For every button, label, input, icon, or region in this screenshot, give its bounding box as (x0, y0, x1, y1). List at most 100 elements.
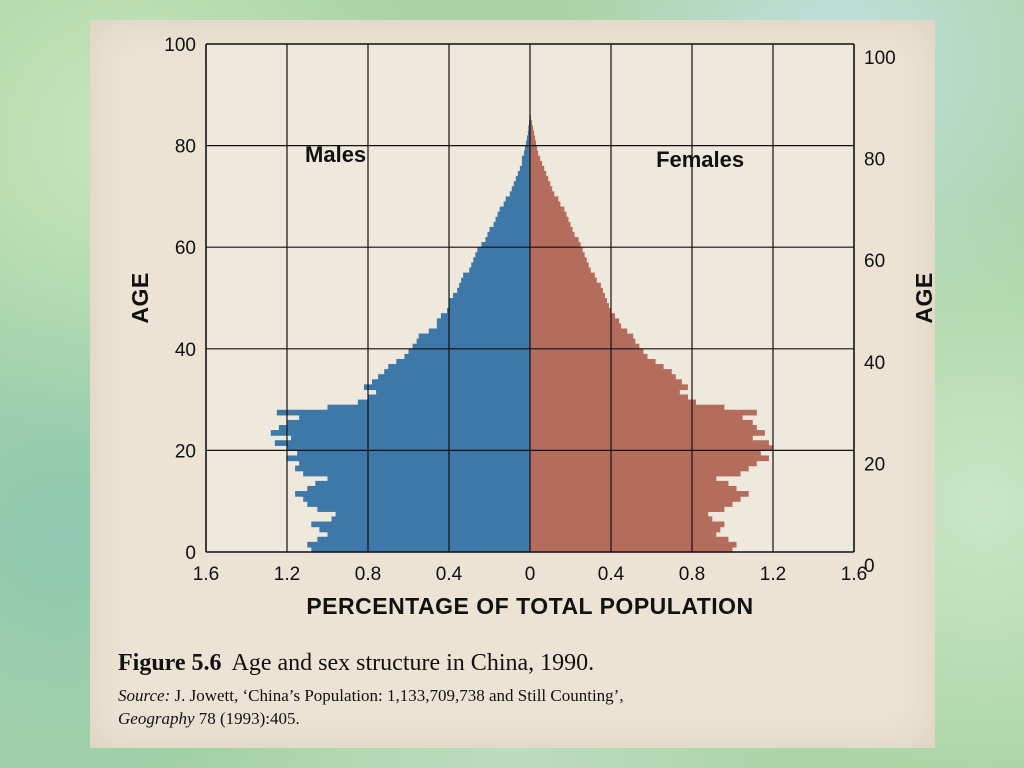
female-bar-age-38 (530, 353, 648, 360)
female-bar-age-34 (530, 374, 676, 380)
male-bar-age-70 (509, 191, 530, 197)
female-bar-age-22 (530, 435, 753, 441)
male-bar-age-15 (303, 470, 530, 477)
male-bar-age-4 (319, 526, 530, 533)
y-tick-label-left: 20 (175, 441, 196, 462)
figure-number: Figure 5.6 (118, 650, 222, 676)
male-bar-age-1 (307, 541, 530, 548)
y-axis-label-left: AGE (127, 272, 153, 323)
female-bar-age-72 (530, 181, 551, 187)
male-bar-age-6 (331, 516, 530, 523)
male-bar-age-78 (523, 150, 530, 157)
male-bar-age-20 (287, 445, 530, 451)
female-bar-age-10 (530, 496, 741, 502)
male-bar-age-63 (489, 226, 530, 233)
female-bar-age-65 (530, 216, 569, 223)
female-bar-age-21 (530, 440, 769, 446)
x-tick-label: 0.4 (436, 564, 463, 585)
female-bar-age-82 (530, 130, 535, 137)
male-bar-age-11 (295, 491, 530, 497)
female-bar-age-61 (530, 237, 579, 243)
male-bar-age-60 (481, 242, 530, 248)
male-bar-age-74 (517, 171, 530, 177)
female-bar-age-8 (530, 506, 725, 512)
female-bar-age-24 (530, 425, 757, 431)
male-bar-age-34 (378, 374, 530, 380)
male-bar-age-54 (463, 272, 530, 279)
female-bar-age-33 (530, 379, 682, 385)
female-bar-age-19 (530, 450, 761, 457)
female-bar-age-48 (530, 303, 609, 309)
male-bar-age-53 (461, 277, 530, 284)
male-bar-age-28 (327, 404, 530, 411)
male-bar-age-48 (449, 303, 530, 309)
male-bar-age-72 (513, 181, 530, 187)
male-bar-age-57 (473, 257, 530, 264)
female-bar-age-54 (530, 272, 595, 279)
female-bar-age-73 (530, 176, 549, 182)
source-text: J. Jowett, ‘China’s Population: 1,133,70… (174, 686, 624, 705)
female-bar-age-2 (530, 536, 729, 543)
female-bar-age-66 (530, 211, 567, 218)
x-tick-label: 0.8 (355, 564, 381, 585)
male-bar-age-12 (307, 485, 530, 492)
female-bar-age-16 (530, 465, 749, 472)
female-bar-age-0 (530, 546, 733, 553)
male-bar-age-38 (404, 353, 530, 360)
males-series-label: Males (305, 142, 366, 167)
female-bar-age-6 (530, 516, 713, 523)
male-bar-age-31 (376, 389, 530, 396)
male-bar-age-7 (335, 511, 530, 518)
male-bar-age-26 (299, 414, 530, 421)
y-tick-label-right: 100 (864, 48, 896, 69)
male-bar-age-41 (416, 338, 530, 345)
female-bar-age-70 (530, 191, 555, 197)
female-bar-age-9 (530, 501, 733, 507)
female-bar-age-41 (530, 338, 636, 345)
female-bar-age-56 (530, 262, 589, 269)
x-tick-label: 1.2 (760, 564, 786, 585)
female-bar-age-39 (530, 348, 644, 355)
female-bar-age-37 (530, 358, 656, 365)
male-bar-age-73 (515, 176, 530, 182)
male-bar-age-80 (525, 140, 530, 147)
male-bar-age-17 (299, 460, 530, 467)
female-bar-age-84 (530, 120, 533, 126)
male-bar-age-49 (449, 298, 530, 304)
y-tick-label-left: 40 (175, 340, 196, 361)
female-bar-age-57 (530, 257, 587, 264)
x-tick-label: 0.4 (598, 564, 625, 585)
female-bar-age-50 (530, 292, 605, 299)
male-bar-age-18 (287, 455, 530, 462)
male-bar-age-23 (270, 430, 530, 436)
x-axis-label: PERCENTAGE OF TOTAL POPULATION (306, 593, 753, 619)
female-bar-age-62 (530, 231, 575, 238)
y-tick-label-right: 80 (864, 150, 885, 171)
x-tick-label: 0 (525, 564, 536, 585)
male-bar-age-0 (311, 546, 530, 553)
y-tick-label-right: 40 (864, 353, 885, 374)
female-bar-age-52 (530, 282, 601, 289)
female-bar-age-77 (530, 155, 541, 162)
female-bar-age-20 (530, 445, 773, 451)
male-bar-age-68 (503, 201, 530, 208)
female-bar-age-60 (530, 242, 581, 248)
female-bar-age-35 (530, 369, 672, 375)
female-bar-age-14 (530, 475, 717, 482)
female-bar-age-69 (530, 196, 559, 203)
female-bar-age-23 (530, 430, 765, 436)
female-bar-age-46 (530, 313, 616, 319)
female-bar-age-17 (530, 460, 757, 467)
female-bar-age-71 (530, 186, 553, 192)
x-tick-label: 1.2 (274, 564, 300, 585)
male-bar-age-83 (528, 125, 530, 131)
female-bar-age-4 (530, 526, 721, 533)
male-bar-age-81 (526, 135, 530, 142)
female-bar-age-64 (530, 221, 571, 228)
female-bar-age-53 (530, 277, 597, 284)
female-bar-age-76 (530, 160, 543, 167)
x-tick-label: 0.8 (679, 564, 705, 585)
female-bar-age-55 (530, 267, 591, 274)
y-tick-label-left: 80 (175, 137, 196, 158)
female-bar-age-32 (530, 384, 688, 391)
